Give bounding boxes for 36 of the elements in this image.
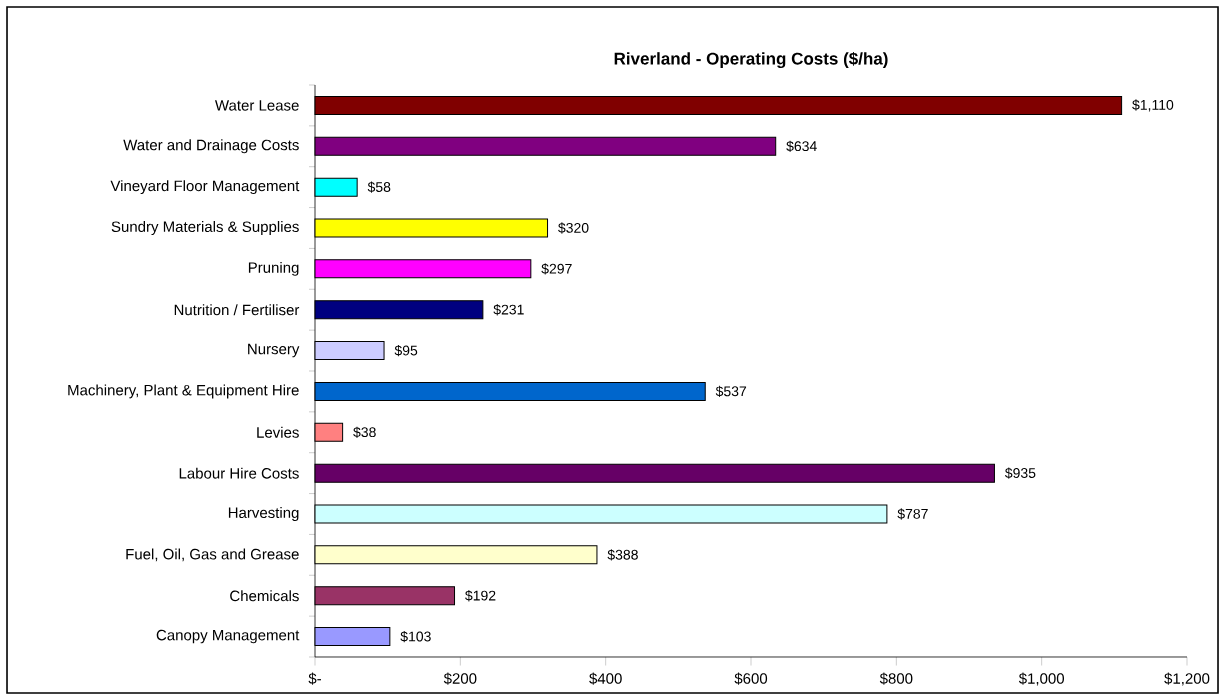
y-tick-label: Water Lease [214,100,299,111]
y-tick-label: Sundry Materials & Supplies [111,221,299,235]
data-label: $297 [541,263,572,275]
data-label: $192 [465,590,496,602]
y-tick-label: Harvesting [228,507,299,521]
x-tick-label: $800 [879,672,913,685]
x-tick-label: $200 [443,672,477,685]
chart-title: Riverland - Operating Costs ($/ha) [614,51,888,69]
data-label: $1,110 [1132,99,1174,112]
x-tick-label: $600 [734,672,768,685]
y-tick-label: Vineyard Floor Management [110,180,300,195]
data-label: $320 [558,222,589,234]
data-label: $58 [367,181,391,193]
y-tick-label: Fuel, Oil, Gas and Grease [126,548,299,562]
y-tick-label: Chemicals [230,590,299,602]
data-label: $537 [715,385,747,398]
y-tick-label: Nutrition / Fertiliser [174,304,300,316]
data-label: $388 [607,549,638,561]
data-label: $787 [897,508,928,520]
x-tick-label: $1,000 [1018,672,1065,686]
y-tick-label: Pruning [248,261,299,276]
x-tick-label: $1,200 [1164,672,1210,686]
data-label: $634 [786,140,817,152]
x-tick-label: $400 [589,672,622,685]
data-label: $95 [394,344,418,357]
x-tick-label: $- [308,672,322,685]
y-tick-label: Water and Drainage Costs [123,139,299,154]
data-label: $103 [400,630,431,643]
y-tick-label: Nursery [248,343,300,358]
y-tick-label: Labour Hire Costs [179,467,299,479]
y-tick-label: Levies [257,426,299,438]
data-label: $935 [1004,467,1036,479]
y-tick-label: Canopy Management [156,629,300,644]
data-label: $38 [353,426,376,438]
y-tick-label: Machinery, Plant & Equipment Hire [68,384,299,399]
data-label: $231 [493,304,524,316]
